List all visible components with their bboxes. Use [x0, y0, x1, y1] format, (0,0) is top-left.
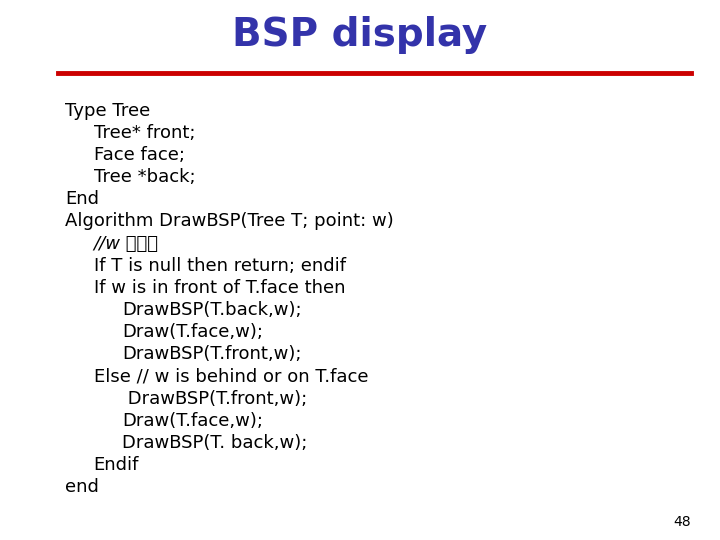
Text: DrawBSP(T.front,w);: DrawBSP(T.front,w);: [122, 389, 307, 408]
Text: end: end: [65, 478, 99, 496]
Text: 48: 48: [674, 515, 691, 529]
Text: //w 为视点: //w 为视点: [94, 234, 158, 253]
Text: DrawBSP(T. back,w);: DrawBSP(T. back,w);: [122, 434, 307, 452]
Text: Algorithm DrawBSP(Tree T; point: w): Algorithm DrawBSP(Tree T; point: w): [65, 212, 394, 231]
Text: Type Tree: Type Tree: [65, 102, 150, 120]
Text: End: End: [65, 190, 99, 208]
Text: DrawBSP(T.back,w);: DrawBSP(T.back,w);: [122, 301, 302, 319]
Text: Tree *back;: Tree *back;: [94, 168, 195, 186]
Text: DrawBSP(T.front,w);: DrawBSP(T.front,w);: [122, 345, 302, 363]
Text: If w is in front of T.face then: If w is in front of T.face then: [94, 279, 345, 297]
Text: Face face;: Face face;: [94, 146, 184, 164]
Text: Draw(T.face,w);: Draw(T.face,w);: [122, 411, 264, 430]
Text: BSP display: BSP display: [233, 16, 487, 54]
Text: Tree* front;: Tree* front;: [94, 124, 195, 142]
Text: Draw(T.face,w);: Draw(T.face,w);: [122, 323, 264, 341]
Text: If T is null then return; endif: If T is null then return; endif: [94, 256, 346, 275]
Text: Endif: Endif: [94, 456, 139, 474]
Text: Else // w is behind or on T.face: Else // w is behind or on T.face: [94, 367, 368, 386]
